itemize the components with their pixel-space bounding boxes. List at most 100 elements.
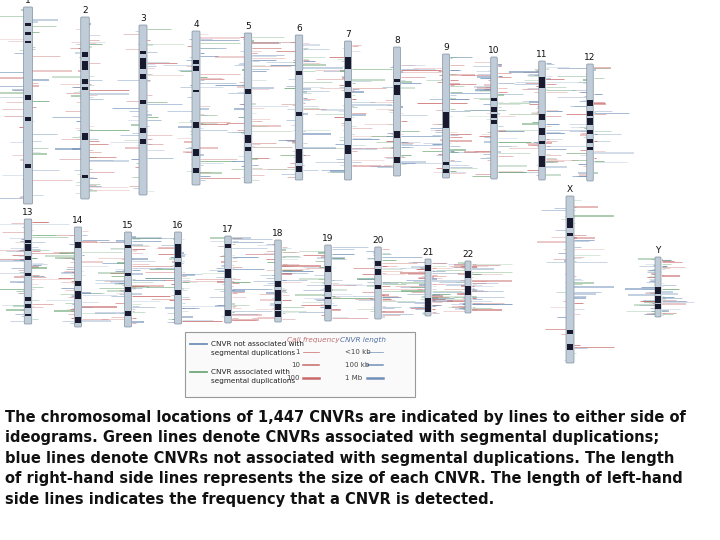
Bar <box>245 135 251 139</box>
Text: CNVR not associated with: CNVR not associated with <box>211 341 304 347</box>
Bar <box>175 251 181 255</box>
Bar <box>655 287 661 294</box>
Bar <box>587 130 593 134</box>
Bar <box>82 60 88 65</box>
Text: CNVR length: CNVR length <box>340 337 386 343</box>
Bar <box>245 89 251 94</box>
Bar <box>175 262 181 267</box>
Bar <box>275 306 281 308</box>
FancyBboxPatch shape <box>539 61 545 180</box>
FancyBboxPatch shape <box>139 25 147 195</box>
FancyBboxPatch shape <box>174 232 181 324</box>
Bar <box>25 305 31 308</box>
Bar <box>125 311 131 316</box>
Text: 12: 12 <box>585 53 595 62</box>
Bar <box>587 112 593 116</box>
Bar <box>443 112 449 116</box>
Bar <box>539 114 545 120</box>
Bar <box>587 147 593 150</box>
Bar <box>345 145 351 150</box>
FancyBboxPatch shape <box>74 227 81 327</box>
Bar <box>225 310 231 315</box>
Bar <box>443 168 449 173</box>
Bar <box>345 148 351 153</box>
FancyBboxPatch shape <box>192 31 200 185</box>
Bar <box>465 289 471 295</box>
Text: 3: 3 <box>140 14 146 23</box>
FancyBboxPatch shape <box>344 41 351 180</box>
Bar <box>75 281 81 286</box>
Text: 14: 14 <box>72 216 84 225</box>
Bar <box>491 107 497 112</box>
FancyBboxPatch shape <box>425 259 431 316</box>
Bar <box>25 23 31 25</box>
Bar <box>140 58 146 64</box>
Text: 5: 5 <box>245 22 251 31</box>
Bar <box>140 128 146 133</box>
Bar <box>275 290 281 294</box>
Bar <box>245 147 251 151</box>
Text: CNVR associated with: CNVR associated with <box>211 369 290 375</box>
Bar <box>465 286 471 291</box>
Bar <box>193 168 199 173</box>
Bar <box>25 94 31 100</box>
Bar <box>394 134 400 137</box>
Text: 18: 18 <box>272 229 284 238</box>
Bar <box>296 150 302 154</box>
Bar <box>75 242 81 248</box>
Text: Y: Y <box>655 246 661 255</box>
Bar <box>140 75 146 79</box>
Text: 17: 17 <box>222 225 234 234</box>
Text: 7: 7 <box>345 30 351 39</box>
Bar <box>275 281 281 287</box>
Text: <10 kb: <10 kb <box>345 349 371 355</box>
Bar <box>193 66 199 71</box>
Bar <box>345 63 351 69</box>
Bar <box>25 240 31 243</box>
Bar <box>567 218 573 225</box>
Bar <box>125 245 131 248</box>
Bar <box>225 244 231 247</box>
Bar <box>394 131 400 136</box>
Bar <box>25 117 31 120</box>
Bar <box>539 114 545 119</box>
Bar <box>539 82 545 88</box>
Text: Call frequency: Call frequency <box>287 337 339 343</box>
Bar <box>296 152 302 159</box>
Bar <box>394 86 400 89</box>
Bar <box>443 113 449 119</box>
Bar <box>539 129 545 135</box>
Bar <box>193 90 199 92</box>
Bar <box>394 132 400 138</box>
Bar <box>655 296 661 303</box>
Bar <box>491 98 497 101</box>
Bar <box>567 233 573 236</box>
Text: X: X <box>567 185 573 194</box>
Bar <box>82 64 88 70</box>
Bar <box>325 305 331 309</box>
Text: 1: 1 <box>295 349 300 355</box>
FancyBboxPatch shape <box>24 7 32 204</box>
FancyBboxPatch shape <box>394 47 400 176</box>
Text: 16: 16 <box>172 221 184 230</box>
Bar <box>140 51 146 55</box>
Bar <box>175 290 181 295</box>
Bar <box>587 111 593 114</box>
Bar <box>325 296 331 299</box>
Bar <box>225 272 231 278</box>
Bar <box>394 79 400 82</box>
Bar <box>225 271 231 275</box>
Bar <box>275 296 281 301</box>
FancyBboxPatch shape <box>655 257 661 317</box>
Bar <box>275 303 281 310</box>
FancyBboxPatch shape <box>491 57 498 179</box>
Bar <box>443 162 449 165</box>
Bar <box>296 166 302 172</box>
Bar <box>425 265 431 271</box>
Bar <box>375 262 381 266</box>
FancyBboxPatch shape <box>225 236 231 323</box>
Bar <box>275 292 281 298</box>
Bar <box>465 291 471 295</box>
Bar <box>25 164 31 168</box>
Text: 21: 21 <box>423 248 433 257</box>
